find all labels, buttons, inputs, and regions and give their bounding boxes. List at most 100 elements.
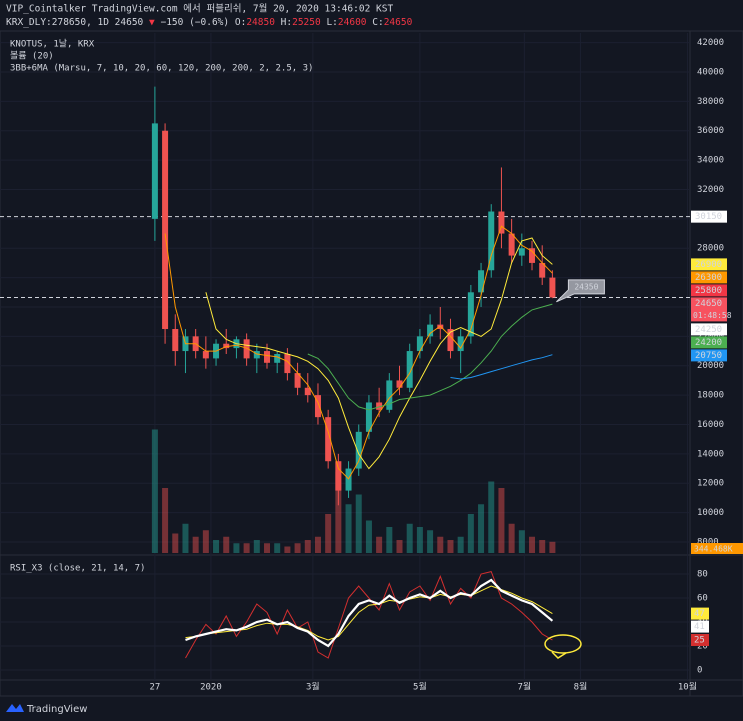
- volume-bar: [488, 481, 495, 553]
- symbol: KRX_DLY:278650, 1D 24650: [6, 17, 144, 28]
- rsi-line: [185, 571, 553, 659]
- y-tick-label: 36000: [697, 126, 724, 136]
- x-tick-label: 8월: [574, 681, 588, 693]
- volume-bar: [314, 536, 321, 553]
- callout-box: [556, 279, 605, 303]
- price-marker-label: 30150: [695, 212, 722, 222]
- candle-body: [447, 329, 454, 352]
- candle-body: [416, 336, 423, 352]
- y-tick-label: 32000: [697, 185, 724, 195]
- y-tick-label: 34000: [697, 156, 724, 166]
- y-tick-label: 12000: [697, 479, 724, 489]
- candle-body: [355, 431, 362, 469]
- volume-bar: [549, 541, 556, 553]
- y-tick-label: 40000: [697, 67, 724, 77]
- price-marker-label: 26900: [695, 260, 722, 270]
- candle-body: [172, 329, 179, 352]
- ohlc-value: 24600: [338, 17, 367, 28]
- candle-body: [549, 277, 556, 298]
- volume-bar: [274, 543, 281, 553]
- volume-bar: [162, 488, 169, 553]
- volume-bar: [447, 540, 454, 553]
- candle-body: [325, 417, 332, 462]
- rsi-marker-label: 41: [694, 622, 705, 632]
- x-tick-label: 2020: [200, 683, 222, 693]
- volume-bar: [264, 543, 271, 553]
- ohlc-label: H:: [281, 17, 292, 28]
- ohlc-value: 24650: [384, 17, 413, 28]
- volume-bar: [253, 540, 260, 553]
- candle-body: [202, 351, 209, 359]
- candle-body: [386, 380, 393, 410]
- rsi-line: [185, 585, 553, 641]
- candle-body: [264, 351, 271, 363]
- change-arrow: ▼: [149, 17, 155, 28]
- rsi-tick-label: 60: [697, 594, 708, 604]
- volume-bar: [396, 540, 403, 553]
- rsi-line: [185, 578, 554, 648]
- volume-bar: [355, 494, 362, 553]
- rsi-marker-label: 25: [694, 636, 705, 646]
- price-marker: [691, 284, 727, 297]
- logo: [6, 704, 24, 712]
- candle-body: [406, 351, 413, 388]
- x-tick-label: 10월: [678, 681, 697, 693]
- volume-bar: [376, 536, 383, 553]
- volume-bar: [416, 527, 423, 553]
- volume-bar: [325, 514, 332, 553]
- candle-body: [294, 373, 301, 388]
- annotation-stroke: [551, 651, 567, 659]
- volume-bar: [304, 540, 311, 553]
- candle-body: [284, 353, 291, 374]
- ma-line: [450, 354, 553, 380]
- ohlc-value: 25250: [292, 17, 321, 28]
- candle-body: [488, 211, 495, 271]
- volume-bar: [182, 523, 189, 553]
- countdown: 01:48:58: [693, 311, 732, 320]
- y-tick-label: 42000: [697, 38, 724, 48]
- volume-marker: [691, 543, 743, 554]
- volume-bar: [233, 543, 240, 553]
- volume-bar: [508, 523, 515, 553]
- price-marker-label: 25800: [695, 286, 722, 296]
- price-marker: [691, 271, 727, 284]
- price-marker-label: 20750: [695, 351, 722, 361]
- volume-bar: [365, 520, 372, 553]
- volume-bar: [335, 471, 342, 553]
- volume-bar: [223, 536, 230, 553]
- footer: TradingView: [6, 704, 87, 715]
- rsi-tick-label: 0: [697, 666, 702, 676]
- ma-line: [307, 303, 553, 411]
- ma-line: [205, 237, 553, 470]
- y-tick-label: 18000: [697, 391, 724, 401]
- legend-line: 볼륨 (20): [10, 51, 54, 62]
- candle-body: [427, 324, 434, 337]
- price-marker-label: 26300: [695, 273, 722, 283]
- candle-body: [437, 324, 444, 330]
- volume-bar: [427, 530, 434, 553]
- candle-body: [345, 468, 352, 491]
- price-marker: [691, 349, 727, 362]
- y-tick-label: 10000: [697, 508, 724, 518]
- volume-bar: [437, 536, 444, 553]
- candle-body: [529, 248, 536, 263]
- rsi-marker: [691, 634, 709, 646]
- volume-bar: [284, 546, 291, 553]
- price-marker-label: 24650: [695, 299, 722, 309]
- x-tick-label: 27: [149, 683, 160, 693]
- y-tick-label: 14000: [697, 449, 724, 459]
- rsi-tick-label: 80: [697, 570, 708, 580]
- y-tick-label: 28000: [697, 244, 724, 254]
- candle-body: [253, 351, 260, 359]
- volume-bar: [406, 523, 413, 553]
- x-tick-label: 5월: [413, 681, 427, 693]
- price-marker: [691, 297, 727, 322]
- y-tick-label: 38000: [697, 97, 724, 107]
- volume-bar: [457, 536, 464, 553]
- legend-line: 3BB+6MA (Marsu, 7, 10, 20, 60, 120, 200,…: [10, 64, 313, 74]
- y-tick-label: 20000: [697, 361, 724, 371]
- candle-body: [223, 343, 230, 349]
- volume-bar: [192, 536, 199, 553]
